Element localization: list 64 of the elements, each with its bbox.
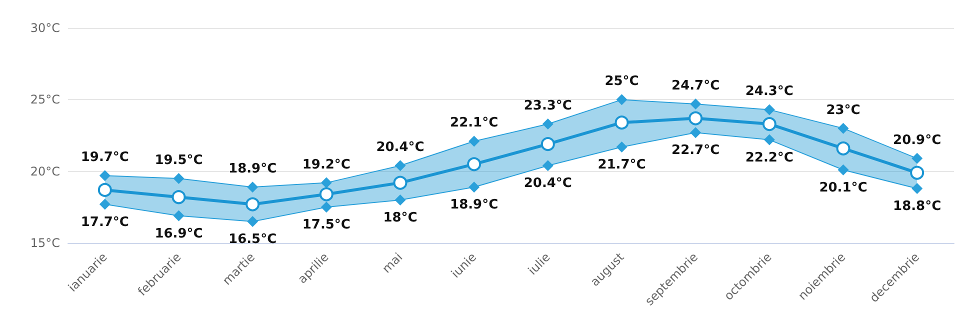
point xyxy=(467,157,482,172)
point xyxy=(616,94,628,106)
point xyxy=(173,173,184,184)
point xyxy=(319,187,334,202)
data-label: 20.1°C xyxy=(819,180,868,196)
point xyxy=(838,122,849,134)
point xyxy=(542,118,554,130)
point xyxy=(540,137,555,152)
point xyxy=(320,202,332,213)
point xyxy=(98,182,112,197)
data-label: 19.7°C xyxy=(80,150,129,166)
data-label: 18.8°C xyxy=(893,199,942,214)
data-label: 19.2°C xyxy=(302,157,350,172)
data-label: 20.9°C xyxy=(893,132,942,148)
data-label: 20.4°C xyxy=(376,140,424,156)
point xyxy=(910,166,924,180)
point xyxy=(542,160,554,172)
point xyxy=(912,183,923,194)
data-label: 22.7°C xyxy=(672,143,720,158)
point xyxy=(614,116,629,130)
point xyxy=(468,182,480,193)
point xyxy=(320,177,332,188)
point xyxy=(764,134,775,146)
point xyxy=(172,190,186,204)
point xyxy=(247,182,258,193)
data-label: 19.5°C xyxy=(154,153,203,168)
point xyxy=(393,176,408,190)
data-label: 18.9°C xyxy=(450,198,498,213)
point xyxy=(99,170,110,182)
data-label: 23°C xyxy=(826,102,860,118)
point xyxy=(394,160,406,172)
data-label: 16.9°C xyxy=(154,226,203,242)
data-label: 16.5°C xyxy=(228,232,277,247)
data-label: 22.2°C xyxy=(745,150,794,166)
point xyxy=(616,141,628,152)
point xyxy=(690,127,702,138)
data-label: 18.9°C xyxy=(228,162,277,177)
data-label: 24.7°C xyxy=(672,78,720,94)
data-label: 18°C xyxy=(383,210,418,226)
point xyxy=(764,104,775,116)
data-label: 21.7°C xyxy=(598,157,646,172)
point xyxy=(394,194,406,206)
y-tick-label: 15°C xyxy=(30,236,60,250)
y-tick-label: 20°C xyxy=(30,164,60,178)
point xyxy=(246,197,260,212)
data-label: 17.7°C xyxy=(80,214,129,230)
data-label: 22.1°C xyxy=(450,116,498,131)
point xyxy=(836,141,850,156)
data-label: 25°C xyxy=(604,74,639,90)
point xyxy=(690,98,702,110)
y-tick-label: 25°C xyxy=(30,92,60,107)
data-label: 17.5°C xyxy=(302,218,350,233)
point xyxy=(99,198,110,210)
point xyxy=(838,164,849,176)
point xyxy=(912,152,923,164)
point xyxy=(468,136,480,147)
data-label: 20.4°C xyxy=(524,176,572,192)
data-label: 24.3°C xyxy=(745,84,794,100)
point xyxy=(762,117,776,132)
point xyxy=(247,216,258,227)
y-tick-label: 30°C xyxy=(30,21,60,35)
point xyxy=(173,210,184,222)
point xyxy=(688,111,703,126)
data-label: 23.3°C xyxy=(524,98,572,114)
